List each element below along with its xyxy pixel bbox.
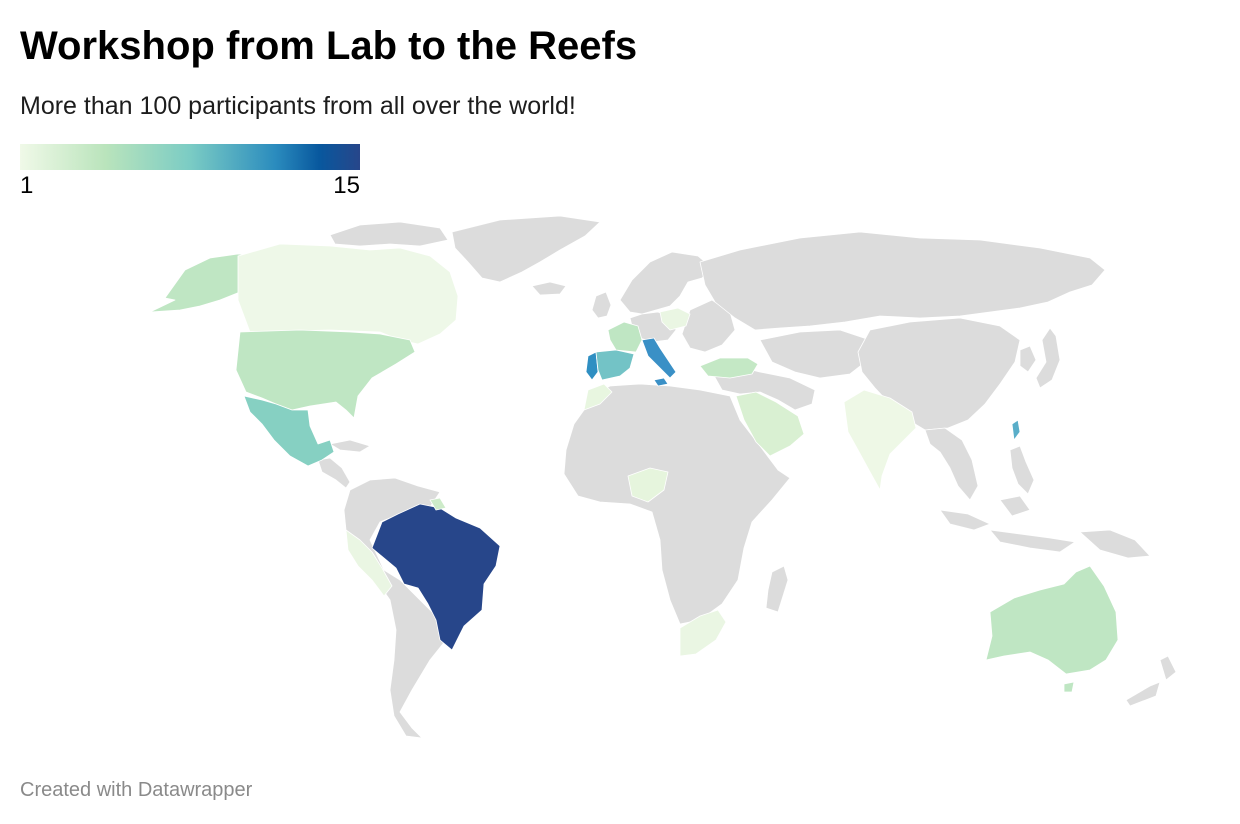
- country-australia: [985, 565, 1119, 693]
- united-kingdom: [591, 291, 612, 319]
- iceland: [531, 281, 567, 296]
- country-poland: [659, 307, 691, 331]
- legend-min-label: 1: [20, 172, 34, 199]
- indonesia: [939, 495, 1076, 553]
- arctic-islands: [329, 221, 449, 247]
- country-taiwan: [1011, 419, 1021, 441]
- southeast-asia: [924, 427, 979, 501]
- country-turkey: [699, 357, 759, 379]
- world-map: [0, 205, 1240, 745]
- country-suriname: [429, 497, 447, 511]
- country-south-africa: [679, 609, 727, 657]
- country-spain: [595, 349, 635, 381]
- country-peru: [345, 529, 393, 597]
- country-italy: [641, 337, 677, 387]
- map-subtitle: More than 100 participants from all over…: [20, 92, 576, 120]
- legend-gradient-bar: [20, 144, 360, 170]
- new-guinea: [1079, 529, 1151, 559]
- philippines: [1009, 445, 1035, 495]
- country-morocco: [583, 383, 613, 411]
- new-zealand: [1125, 655, 1177, 707]
- scandinavia: [619, 251, 713, 315]
- credit-footer: Created with Datawrapper: [20, 779, 253, 801]
- country-france: [607, 321, 643, 353]
- china: [857, 317, 1021, 431]
- country-india: [843, 389, 917, 491]
- country-portugal: [585, 351, 599, 381]
- map-title: Workshop from Lab to the Reefs: [20, 24, 638, 68]
- korea-japan: [1019, 327, 1061, 389]
- country-canada: [237, 243, 459, 345]
- central-america: [317, 439, 371, 489]
- country-usa: [235, 329, 416, 419]
- madagascar: [765, 565, 789, 613]
- africa: [563, 383, 791, 625]
- country-brazil: [371, 503, 501, 651]
- country-saudi-arabia: [735, 391, 805, 457]
- country-nigeria: [627, 467, 669, 503]
- greenland: [451, 215, 601, 283]
- country-mexico: [243, 395, 335, 467]
- world-map-svg: [149, 215, 1177, 739]
- legend-max-label: 15: [333, 172, 360, 199]
- middle-east: [711, 365, 816, 411]
- central-asia: [759, 329, 871, 379]
- color-legend: 1 15: [20, 144, 360, 200]
- russia: [699, 231, 1106, 331]
